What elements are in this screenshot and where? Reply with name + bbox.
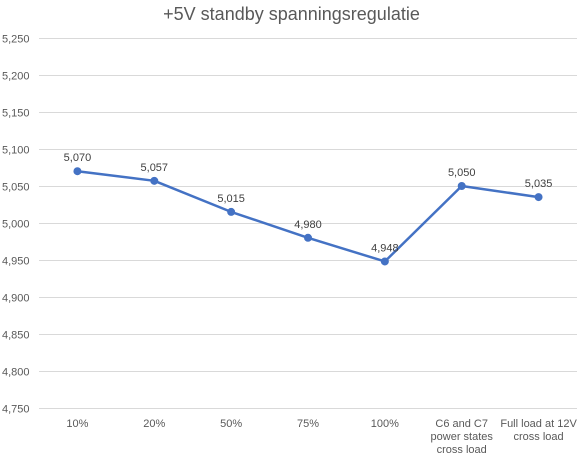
data-label: 5,035 <box>525 178 553 190</box>
data-label: 5,050 <box>448 167 476 179</box>
data-label: 5,057 <box>141 162 169 174</box>
series-line <box>76 169 540 263</box>
data-point <box>304 233 312 242</box>
y-tick-label: 4,750 <box>2 404 30 416</box>
data-point <box>380 257 389 266</box>
y-tick-label: 4,900 <box>2 293 30 305</box>
x-tick-label: Full load at 12V cross load <box>500 418 577 443</box>
y-tick-label: 4,950 <box>2 256 30 268</box>
chart-title: +5V standby spanningsregulatie <box>163 4 420 24</box>
y-tick-label: 5,000 <box>2 219 30 231</box>
x-tick-label: 10% <box>66 418 88 430</box>
x-tick-label: C6 and C7 power states cross load <box>431 418 494 456</box>
data-point <box>150 176 159 185</box>
data-point <box>73 167 82 176</box>
y-tick-label: 5,100 <box>2 145 30 157</box>
data-point <box>534 193 543 202</box>
data-label: 5,070 <box>64 152 92 164</box>
y-tick-label: 5,200 <box>2 71 30 83</box>
x-tick-label: 75% <box>297 418 319 430</box>
data-label: 4,948 <box>371 242 399 254</box>
y-tick-label: 4,800 <box>2 367 30 379</box>
y-tick-label: 4,850 <box>2 330 30 342</box>
x-tick-label: 20% <box>143 418 165 430</box>
data-point <box>457 182 466 190</box>
data-label: 5,015 <box>217 193 245 205</box>
y-tick-label: 5,050 <box>2 182 30 194</box>
y-tick-label: 5,250 <box>2 34 30 46</box>
x-tick-label: 100% <box>371 418 399 430</box>
y-tick-label: 5,150 <box>2 108 30 120</box>
x-tick-label: 50% <box>220 418 242 430</box>
data-label: 4,980 <box>294 219 322 231</box>
data-point <box>227 207 236 216</box>
